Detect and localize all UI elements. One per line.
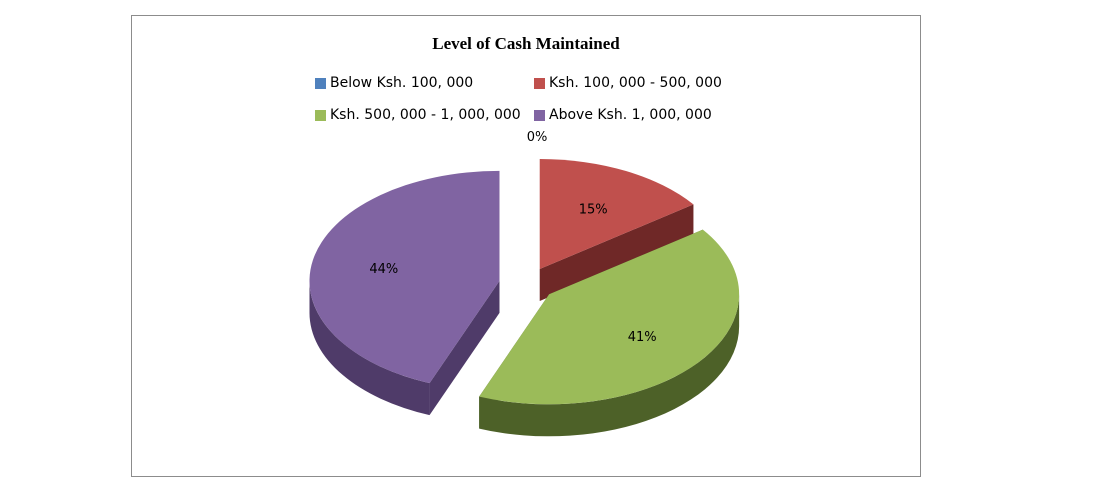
chart-frame: Level of Cash Maintained Below Ksh. 100,… (131, 15, 921, 477)
slice-rim (479, 294, 740, 437)
slice-top (479, 229, 740, 405)
slice-wall (539, 204, 694, 302)
pie-slice-above-1m (309, 170, 500, 416)
data-label-above-1m: 44% (369, 262, 398, 277)
slice-wall (429, 280, 500, 416)
data-label-below-100k: 0% (527, 130, 548, 145)
pie-chart: 0% 15% 41% 44% (309, 130, 740, 437)
slice-top (309, 170, 500, 384)
slice-rim (309, 280, 430, 416)
pie-slice-500k-1m (479, 229, 740, 437)
data-label-100k-500k: 15% (579, 202, 608, 217)
slice-top (539, 159, 694, 270)
pie-slice-100k-500k (539, 159, 694, 302)
data-label-500k-1m: 41% (628, 330, 657, 345)
chart-title: Level of Cash Maintained (432, 34, 620, 53)
